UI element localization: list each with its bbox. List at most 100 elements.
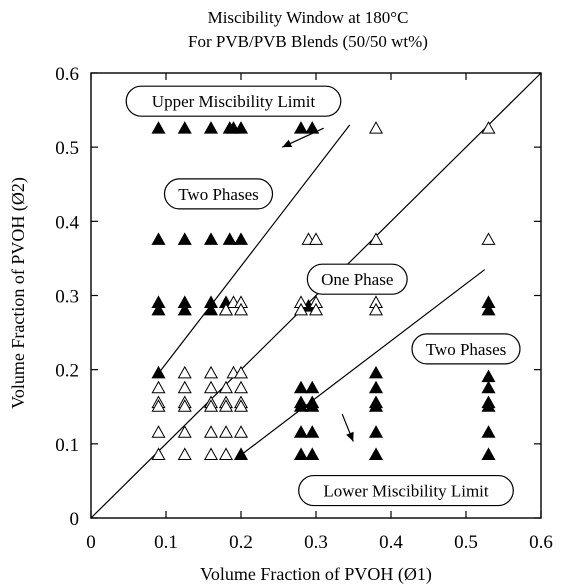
y-tick-label: 0.5 — [55, 138, 79, 159]
filled-triangle-point — [226, 121, 241, 134]
filled-triangle-point — [177, 232, 192, 245]
chart-title-line-1: Miscibility Window at 180°C — [208, 8, 409, 27]
filled-triangle-point — [233, 447, 249, 461]
open-triangle-point — [177, 365, 192, 379]
filled-triangle-point — [293, 380, 309, 394]
open-triangle-point — [177, 380, 192, 394]
x-tick-label: 0.5 — [454, 532, 478, 553]
open-triangle-point — [368, 232, 384, 245]
annotation-arrow-head — [282, 139, 293, 148]
filled-triangle-point — [305, 447, 320, 461]
y-tick-label: 0.1 — [55, 435, 79, 456]
filled-triangle-point — [293, 399, 309, 412]
annotation-arrow-head — [346, 431, 354, 442]
open-triangle-point — [308, 232, 324, 245]
x-tick-label: 0 — [86, 532, 96, 553]
open-triangle-point — [177, 447, 192, 461]
annotation-label: One Phase — [321, 270, 393, 289]
open-triangle-point — [368, 121, 384, 134]
x-axis-label: Volume Fraction of PVOH (Ø1) — [200, 564, 432, 585]
filled-triangle-point — [203, 232, 219, 245]
y-tick-label: 0 — [70, 509, 80, 530]
open-triangle-point — [481, 232, 496, 245]
filled-triangle-point — [368, 447, 384, 461]
filled-triangle-point — [368, 425, 384, 438]
open-triangle-point — [151, 399, 166, 412]
open-triangle-point — [203, 380, 219, 394]
filled-triangle-point — [481, 425, 496, 438]
open-triangle-point — [151, 447, 166, 461]
filled-triangle-point — [177, 121, 192, 134]
annotation-box — [125, 85, 342, 117]
open-triangle-point — [151, 380, 166, 394]
open-triangle-point — [177, 425, 192, 438]
filled-triangle-point — [203, 302, 219, 316]
filled-triangle-point — [368, 365, 384, 379]
annotation-box — [298, 474, 514, 507]
open-triangle-point — [218, 380, 234, 394]
open-triangle-point — [177, 399, 192, 412]
filled-triangle-point — [233, 232, 249, 245]
filled-triangle-point — [481, 447, 496, 461]
annotation-box — [411, 333, 521, 365]
y-tick-label: 0.6 — [55, 64, 79, 85]
open-triangle-point — [233, 302, 249, 316]
open-triangle-point — [368, 302, 384, 316]
y-tick-label: 0.2 — [55, 361, 79, 382]
open-triangle-point — [203, 365, 219, 379]
annotation-label: Two Phases — [178, 185, 259, 204]
filled-triangle-point — [368, 399, 384, 412]
filled-triangle-point — [293, 447, 309, 461]
open-triangle-point — [293, 302, 309, 316]
filled-triangle-point — [293, 425, 309, 438]
open-triangle-point — [218, 447, 234, 461]
filled-triangle-point — [305, 425, 320, 438]
annotation-label: Upper Miscibility Limit — [152, 92, 316, 111]
filled-triangle-point — [481, 380, 496, 394]
open-triangle-point — [203, 399, 219, 412]
filled-triangle-point — [368, 380, 384, 394]
open-triangle-point — [203, 447, 219, 461]
filled-triangle-point — [481, 302, 496, 316]
open-triangle-point — [151, 425, 166, 438]
y-tick-label: 0.4 — [55, 212, 79, 233]
filled-triangle-point — [481, 369, 496, 383]
filled-triangle-point — [305, 380, 320, 394]
x-tick-label: 0.2 — [229, 532, 253, 553]
filled-triangle-point — [203, 121, 219, 134]
x-tick-label: 0.4 — [379, 532, 403, 553]
annotation-box — [163, 178, 274, 210]
x-tick-label: 0.3 — [304, 532, 328, 553]
chart-title-line-2: For PVB/PVB Blends (50/50 wt%) — [188, 32, 428, 51]
filled-triangle-point — [222, 232, 237, 245]
open-triangle-point — [233, 380, 249, 394]
open-triangle-point — [233, 425, 249, 438]
upper-boundary-line — [158, 124, 351, 374]
filled-triangle-point — [151, 302, 166, 316]
y-axis-label: Volume Fraction of PVOH (Ø2) — [8, 177, 29, 409]
x-tick-label: 0.1 — [154, 532, 178, 553]
open-triangle-point — [218, 399, 234, 412]
filled-triangle-point — [305, 399, 320, 412]
filled-triangle-point — [481, 399, 496, 412]
lower-boundary-line — [240, 269, 486, 456]
open-triangle-point — [203, 425, 219, 438]
filled-triangle-point — [293, 121, 309, 134]
open-triangle-point — [218, 425, 234, 438]
open-triangle-point — [481, 121, 496, 134]
open-triangle-point — [218, 302, 234, 316]
y-tick-label: 0.3 — [55, 287, 79, 308]
open-triangle-point — [308, 302, 324, 316]
filled-triangle-point — [177, 302, 192, 316]
annotation-label: Lower Miscibility Limit — [323, 482, 489, 501]
annotation-box — [306, 263, 408, 295]
filled-triangle-point — [151, 365, 166, 379]
open-triangle-point — [233, 365, 249, 379]
open-triangle-point — [233, 399, 249, 412]
plot-area: 0 0.1 0.2 0.3 0.4 0.5 0.6 0 0.1 0.2 0.3 0.4 0.5 0.6 Up… — [55, 64, 553, 553]
filled-triangle-point — [151, 121, 166, 134]
annotation-label: Two Phases — [426, 340, 507, 359]
filled-triangle-point — [151, 232, 166, 245]
x-tick-label: 0.6 — [529, 532, 553, 553]
